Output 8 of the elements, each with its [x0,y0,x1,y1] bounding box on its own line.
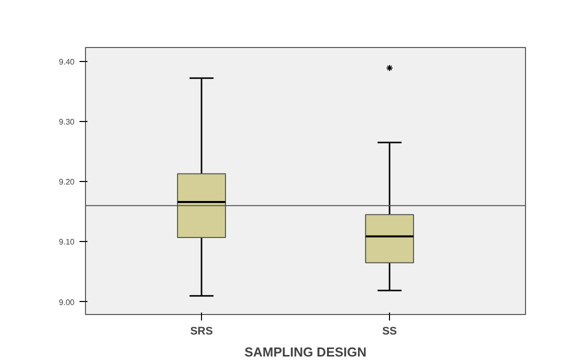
y-tick-label: 9.00 [58,298,76,307]
y-tick-label: 9.10 [58,238,76,247]
y-tick-label: 9.20 [58,178,76,187]
y-tick-label: 9.30 [58,117,76,126]
y-tick-label: 9.40 [58,57,76,66]
x-tick-label: SRS [190,326,213,338]
x-axis-title: SAMPLING DESIGN [244,344,367,360]
x-tick-label: SS [382,326,397,338]
